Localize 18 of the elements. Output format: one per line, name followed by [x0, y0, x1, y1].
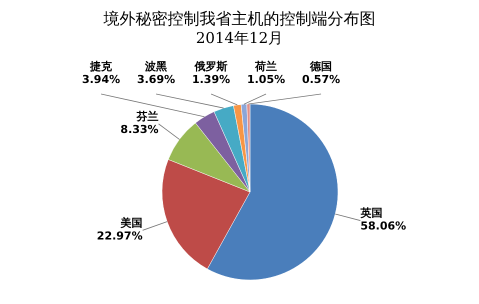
- slice-label: 荷兰: [254, 60, 278, 73]
- chart-subtitle: 2014年12月: [196, 29, 284, 47]
- data-label: 1.05%: [246, 73, 286, 86]
- slice-label: 波黑: [144, 60, 168, 73]
- data-label: 8.33%: [120, 122, 159, 136]
- chart-title: 境外秘密控制我省主机的控制端分布图: [102, 9, 376, 28]
- data-label: 3.94%: [82, 73, 120, 86]
- slice-label: 德国: [309, 60, 332, 73]
- data-label: 1.39%: [192, 73, 230, 86]
- slice-label: 俄罗斯: [194, 60, 228, 73]
- slice-label: 芬兰: [136, 110, 159, 123]
- slice-label: 美国: [120, 216, 143, 230]
- data-label: 58.06%: [360, 220, 406, 233]
- data-label: 22.97%: [96, 229, 143, 242]
- data-label: 3.69%: [136, 73, 176, 86]
- slice-label: 捷克: [89, 60, 114, 73]
- data-label: 0.57%: [302, 73, 340, 86]
- slice-label: 英国: [359, 206, 382, 220]
